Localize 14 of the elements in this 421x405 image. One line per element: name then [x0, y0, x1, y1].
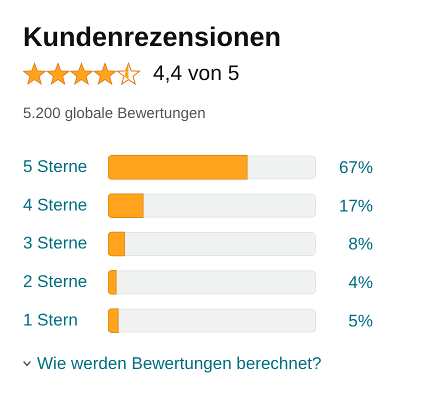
data-label: 8% [348, 234, 373, 254]
y-tick-label: 5 Sterne [23, 157, 88, 176]
data-label: 4% [348, 273, 373, 292]
y-tick-label: 3 Sterne [23, 234, 88, 253]
y-tick-label: 2 Sterne [23, 272, 88, 292]
data-label: 67% [338, 158, 373, 178]
text: Wie werden Bewertungen berechnet? [37, 353, 322, 375]
data-label: 5% [348, 311, 373, 330]
text: 5.200 globale Bewertungen [23, 104, 206, 124]
y-tick-label: 4 Sterne [23, 195, 88, 214]
chart-title: Kundenrezensionen [23, 21, 282, 54]
y-tick-label: 1 Stern [23, 310, 78, 330]
chart-subtitle: 4,4 von 5 [153, 61, 240, 87]
data-label: 17% [338, 196, 373, 216]
